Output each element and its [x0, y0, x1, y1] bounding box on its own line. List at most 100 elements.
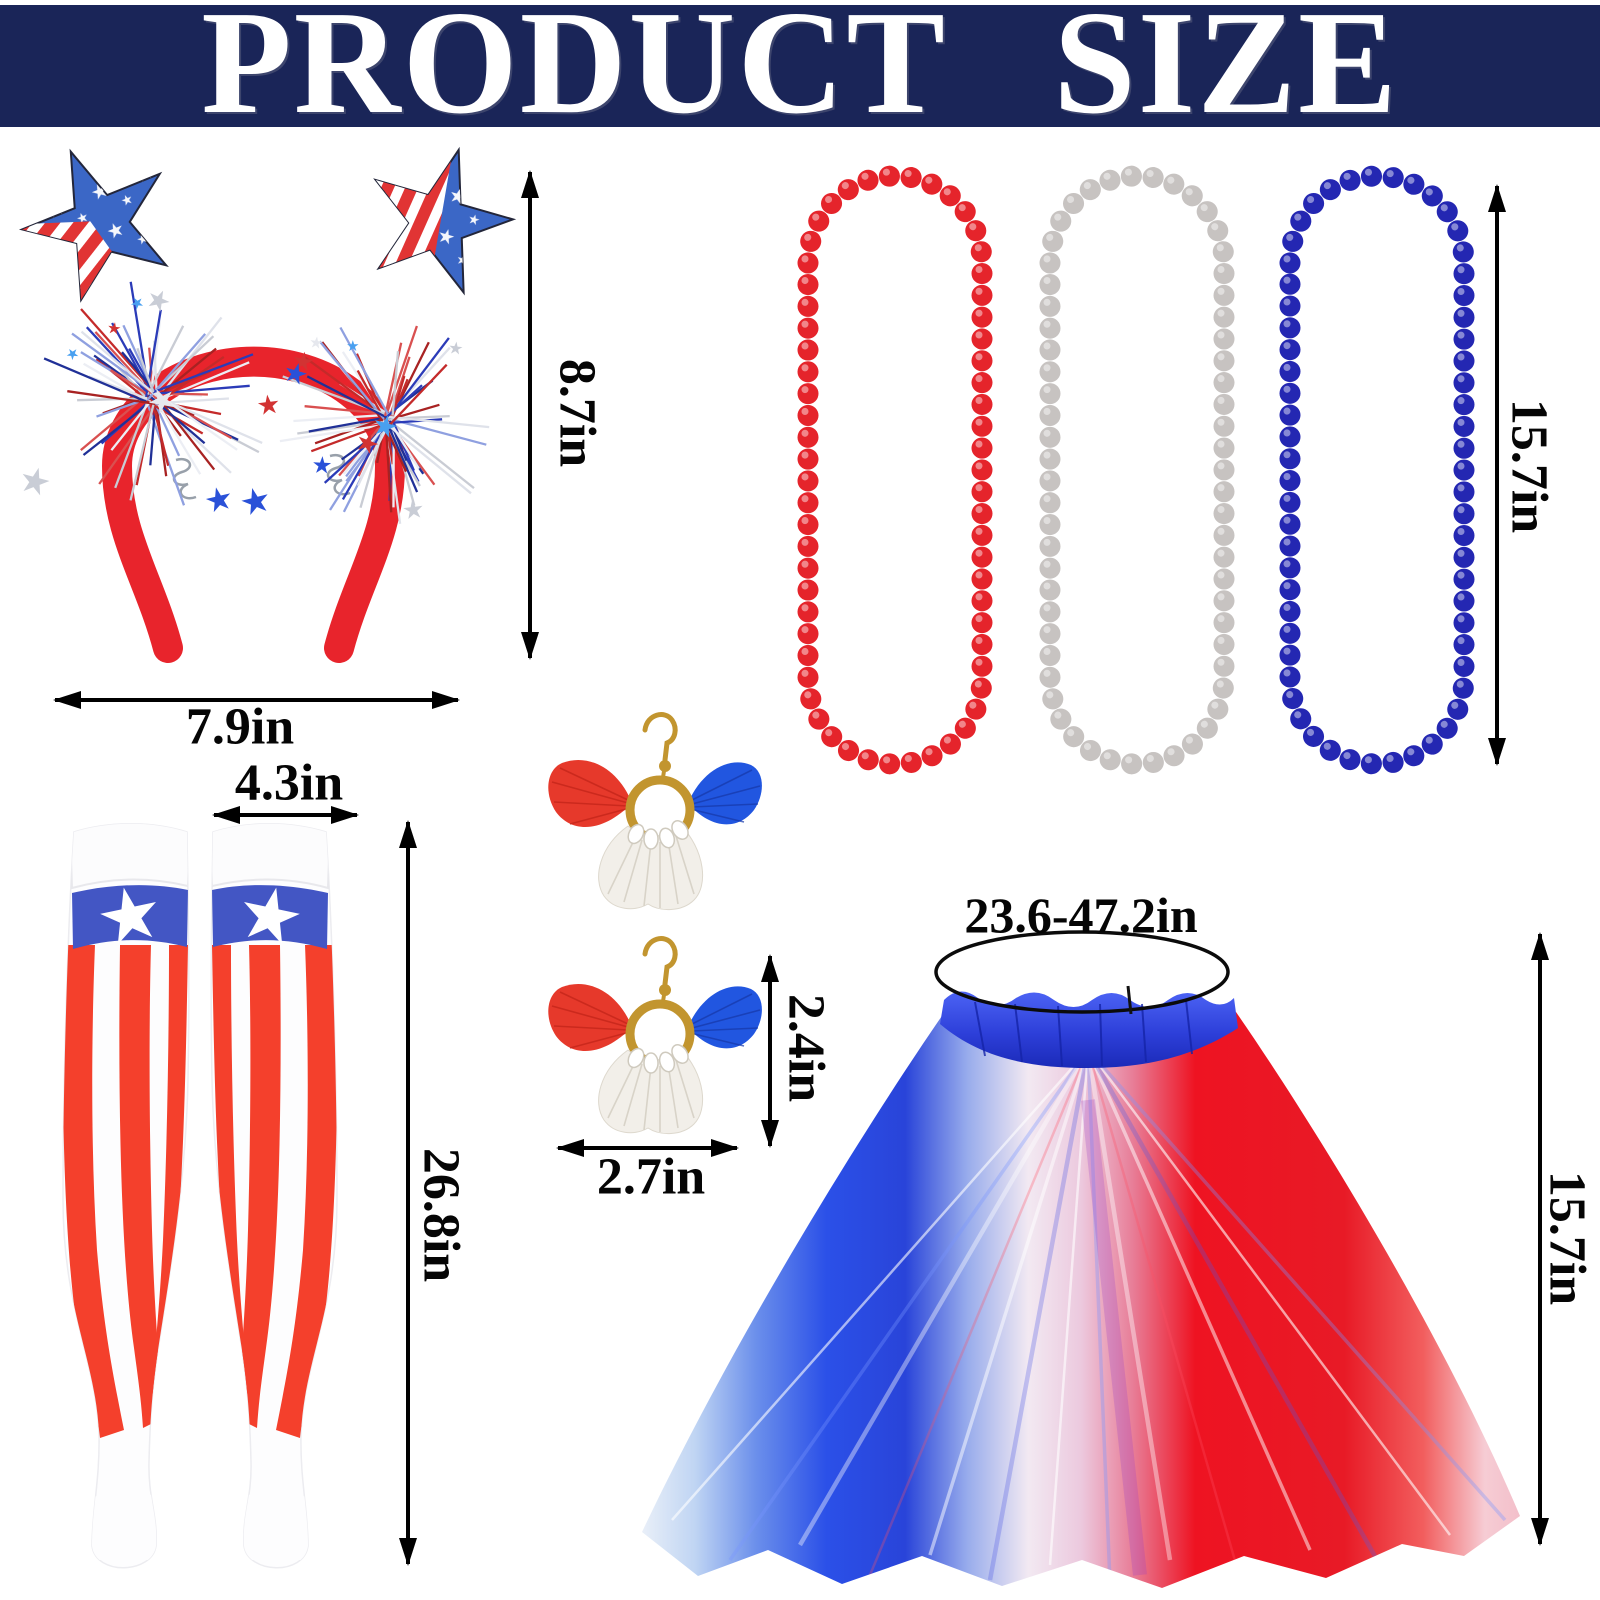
earring-top — [548, 715, 762, 910]
tinsel-strand — [279, 423, 385, 443]
socks-graphic — [62, 821, 337, 1568]
headband-star-left — [7, 148, 169, 311]
tinsel-strand — [293, 413, 393, 423]
tinsel-strand — [388, 415, 490, 429]
sparkle-star — [130, 297, 144, 310]
sparkle-star — [310, 336, 323, 349]
tinsel-strand — [384, 325, 418, 417]
tulle-streaks — [671, 1048, 1507, 1583]
sparkle-star — [148, 290, 170, 312]
tulle-streak — [728, 1048, 1090, 1562]
tutu-skirt — [642, 1010, 1520, 1588]
label-tutu-length: 15.7in — [1538, 1170, 1596, 1306]
dimension-arrows — [53, 170, 1549, 1566]
tinsel-strand — [391, 425, 420, 470]
tinsel-strand — [129, 397, 157, 501]
tinsel-strand — [67, 390, 156, 405]
tutu-graphic — [642, 930, 1520, 1588]
sparkle-star — [108, 322, 121, 335]
star-mini-stars — [22, 151, 167, 300]
tulle-streak — [1048, 1049, 1090, 1566]
tinsel-pom-left — [22, 281, 279, 515]
label-earring-height: 2.4in — [777, 993, 835, 1103]
bead-necklace-silver — [1039, 165, 1235, 775]
header-banner: PRODUCT SIZE — [0, 0, 1600, 145]
star-mini-stars — [375, 149, 513, 293]
tutu-waistband — [940, 991, 1238, 1068]
sparkle-star — [241, 488, 268, 515]
headband-band — [101, 346, 406, 663]
tinsel-strand — [153, 384, 250, 396]
label-headband-width: 7.9in — [185, 698, 295, 756]
sparkle-star — [286, 363, 307, 385]
tulle-streak — [987, 1049, 1091, 1581]
tinsel-strand — [154, 394, 216, 471]
bead-necklace-red — [797, 165, 993, 775]
bead-necklace-blue — [1279, 165, 1475, 775]
sparkle-star — [313, 456, 332, 474]
tulle-streak — [1081, 1099, 1147, 1576]
headband-graphic — [7, 146, 517, 663]
tinsel-strand — [80, 330, 158, 397]
sparkle-star — [22, 467, 50, 496]
tinsel-strand — [110, 396, 155, 451]
tulle-streak — [798, 1048, 1090, 1547]
tulle-streak — [1086, 1049, 1242, 1579]
tulle-streak — [928, 1049, 1090, 1556]
tulle-streak — [1086, 1049, 1112, 1583]
sock-right — [210, 821, 338, 1568]
tinsel-strand — [388, 363, 448, 427]
tinsel-strand — [146, 333, 207, 401]
tinsel-pom-right — [279, 325, 490, 524]
tinsel-strand — [114, 401, 149, 489]
tulle-streak — [868, 1049, 1090, 1576]
waist-elastic-end — [1126, 985, 1133, 1015]
tinsel-strand — [359, 419, 387, 509]
tulle-streak — [671, 1049, 1089, 1521]
tulle-streak — [1086, 1048, 1382, 1567]
tulle-streak — [1086, 1049, 1452, 1536]
label-necklace-length: 15.7in — [1500, 398, 1558, 534]
waist-circumference-ellipse — [934, 930, 1230, 1014]
tinsel-strand — [384, 416, 475, 489]
label-sock-width: 4.3in — [234, 754, 344, 812]
tinsel-strand — [384, 419, 419, 493]
tinsel-strand — [391, 351, 400, 416]
tulle-streak — [1085, 1049, 1173, 1561]
tinsel-strand — [152, 353, 254, 394]
spring-coil-left — [172, 457, 197, 500]
sparkle-star — [449, 341, 463, 355]
tinsel-strand — [339, 326, 392, 420]
earrings-graphic — [548, 715, 762, 1134]
tinsel-strand — [306, 375, 389, 419]
label-sock-length: 26.8in — [412, 1147, 470, 1283]
bead-highlights — [801, 168, 1465, 764]
tinsel-strand — [136, 347, 155, 393]
tulle-streak — [1086, 1049, 1312, 1551]
label-earring-width: 2.7in — [596, 1148, 706, 1206]
sparkle-star — [257, 394, 279, 415]
tinsel-strand — [98, 401, 158, 485]
headband-star-right — [368, 146, 517, 296]
sparkle-star — [148, 388, 174, 414]
sparkle-star — [403, 499, 423, 520]
page-title: PRODUCT SIZE — [201, 0, 1399, 145]
label-tutu-waist: 23.6-47.2in — [964, 887, 1198, 943]
necklaces-graphic — [797, 165, 1475, 775]
sparkle-star — [205, 487, 231, 513]
sock-left — [62, 821, 190, 1568]
tinsel-strand — [308, 416, 387, 433]
waistband-creases — [974, 999, 1193, 1067]
sparkle-star — [66, 348, 79, 361]
sparkle-star — [347, 340, 359, 351]
tinsel-strand — [88, 375, 149, 401]
label-headband-height: 8.7in — [548, 358, 606, 468]
sparkle-star — [375, 415, 397, 438]
tinsel-strand — [150, 397, 170, 466]
earring-bottom — [548, 939, 762, 1134]
tulle-streak — [1086, 1048, 1507, 1522]
tinsel-strand — [147, 325, 185, 396]
sparkle-star — [358, 433, 379, 455]
